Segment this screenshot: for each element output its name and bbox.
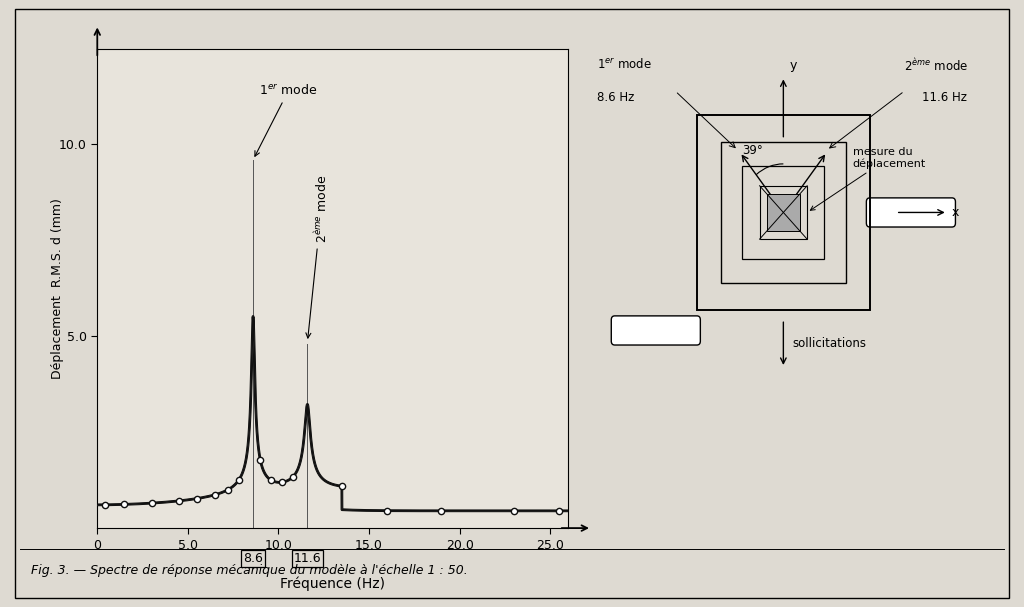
Text: 39°: 39° (742, 144, 763, 157)
Bar (742, 166, 824, 259)
Text: Fig. 3. — Spectre de réponse mécanique du modèle à l'échelle 1 : 50.: Fig. 3. — Spectre de réponse mécanique d… (31, 564, 468, 577)
Text: 2$^{ème}$ mode: 2$^{ème}$ mode (306, 175, 330, 338)
Bar (721, 142, 846, 283)
FancyBboxPatch shape (866, 198, 955, 227)
Text: 11.6 Hz: 11.6 Hz (922, 91, 967, 104)
Text: y: y (790, 59, 798, 72)
Text: mesure du
déplacement: mesure du déplacement (810, 146, 926, 210)
Bar (697, 115, 869, 310)
Text: x: x (952, 206, 959, 219)
Text: sollicitations: sollicitations (792, 337, 866, 350)
Bar (767, 194, 800, 231)
Text: Déplacement  R.M.S. d (mm): Déplacement R.M.S. d (mm) (51, 198, 63, 379)
Bar (760, 186, 807, 239)
Text: 11.6: 11.6 (294, 552, 322, 565)
Text: 2$^{ème}$ mode: 2$^{ème}$ mode (904, 57, 969, 74)
Text: 8.6 Hz: 8.6 Hz (597, 91, 635, 104)
Text: 8.6: 8.6 (243, 552, 263, 565)
X-axis label: Fréquence (Hz): Fréquence (Hz) (281, 577, 385, 591)
Text: 1$^{er}$ mode: 1$^{er}$ mode (255, 83, 317, 156)
FancyBboxPatch shape (611, 316, 700, 345)
Text: 1$^{er}$ mode: 1$^{er}$ mode (597, 57, 652, 72)
